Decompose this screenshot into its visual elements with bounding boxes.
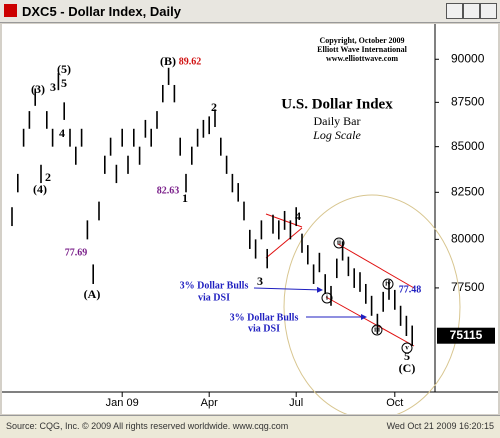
x-tick-label: Apr — [201, 397, 218, 409]
y-tick-label: 80000 — [451, 232, 485, 246]
wave-circle — [382, 278, 394, 290]
maximize-button[interactable] — [463, 3, 480, 19]
last-price-box — [437, 327, 495, 344]
annotation: (C) — [399, 361, 416, 375]
annotation: iv — [385, 280, 391, 288]
chart-title: U.S. Dollar Index — [281, 96, 393, 112]
x-tick-label: Oct — [386, 397, 403, 409]
trend-line — [325, 296, 415, 347]
y-tick-label: 77500 — [451, 280, 485, 294]
x-tick-label: Jan 09 — [106, 397, 139, 409]
annotation: 89.62 — [179, 56, 202, 67]
annotation: 1 — [182, 191, 188, 205]
annotation: 5 — [61, 76, 67, 90]
annotation: (3) — [31, 82, 45, 96]
annotation: 2 — [45, 170, 51, 184]
highlight-ellipse — [283, 194, 461, 414]
chart: U.S. Dollar Index Daily Bar Log Scale Co… — [2, 24, 498, 414]
status-bar: Source: CQG, Inc. © 2009 All rights rese… — [0, 415, 500, 438]
y-tick-label: 85000 — [451, 139, 485, 153]
annotation: ii — [337, 239, 341, 247]
trend-line — [265, 227, 303, 259]
trend-line — [337, 243, 415, 289]
app-icon — [4, 4, 17, 17]
annotation: via DSI — [198, 292, 230, 303]
copyright: www.elliottwave.com — [326, 54, 398, 63]
annotation: 2 — [211, 100, 217, 114]
annotation: (5) — [57, 62, 71, 76]
y-tick-label: 90000 — [451, 51, 485, 65]
annotation: 3 — [257, 274, 263, 288]
minimize-button[interactable] — [446, 3, 463, 19]
last-price-label: 75115 — [450, 328, 483, 342]
timestamp: Wed Oct 21 2009 16:20:15 — [386, 421, 494, 431]
annotation: (B) — [160, 54, 176, 68]
annotation: 77.48 — [399, 284, 422, 295]
annotation: 82.63 — [157, 185, 180, 196]
annotation: (A) — [84, 287, 101, 301]
copyright: Copyright, October 2009 — [320, 36, 405, 45]
annotation: iii — [374, 326, 380, 334]
copyright: Elliott Wave International — [317, 45, 407, 54]
annotation: i — [326, 294, 328, 302]
annotation: 3% Dollar Bulls — [180, 280, 249, 291]
x-tick-label: Jul — [289, 397, 303, 409]
y-tick-label: 87500 — [451, 95, 485, 109]
scale-note: Log Scale — [312, 128, 361, 142]
source: Source: CQG, Inc. © 2009 All rights rese… — [6, 421, 289, 431]
annotation: via DSI — [248, 323, 280, 334]
y-tick-label: 82500 — [451, 184, 485, 198]
wave-circle — [371, 324, 383, 336]
close-button[interactable] — [480, 3, 497, 19]
window-title: DXC5 - Dollar Index, Daily — [22, 4, 181, 19]
wave-circle — [333, 237, 345, 249]
annotation: 4 — [295, 209, 301, 223]
annotation: 3% Dollar Bulls — [230, 312, 299, 323]
annotation: 3 — [50, 80, 56, 94]
annotation: 77.69 — [65, 247, 88, 258]
annotation: (4) — [33, 182, 47, 196]
annotation: 5 — [404, 349, 410, 363]
annotation: v — [405, 344, 409, 352]
title-bar: DXC5 - Dollar Index, Daily — [0, 0, 500, 23]
wave-circle — [401, 342, 413, 354]
chart-subtitle: Daily Bar — [314, 114, 361, 128]
wave-circle — [321, 292, 333, 304]
annotation: 4 — [59, 126, 65, 140]
pointer-arrow — [253, 286, 323, 293]
